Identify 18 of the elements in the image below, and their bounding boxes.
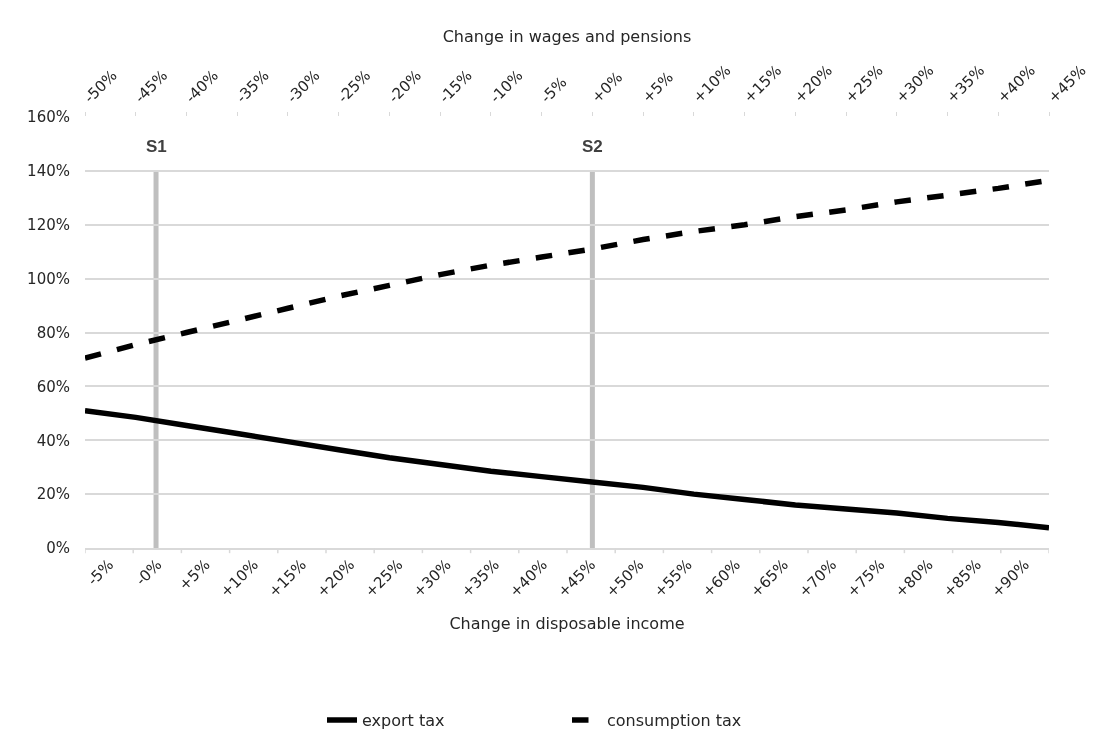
y-tick-label: 100% (27, 269, 70, 288)
y-tick-label: 160% (27, 108, 70, 127)
x2-tick-label: -0% (132, 555, 166, 590)
y-tick-label: 40% (36, 431, 70, 450)
y-tick-label: 120% (27, 216, 70, 234)
legend-label: export tax (362, 711, 445, 731)
x-tick-label: -5% (537, 73, 571, 107)
x2-axis-title: Change in disposable income (449, 614, 685, 634)
x-axis-title: Change in wages and pensions (442, 27, 692, 47)
x2-tick-label: -5% (83, 555, 118, 590)
legend-label: consumption tax (607, 711, 742, 731)
ref-line-label: S1 (146, 137, 167, 156)
ref-line-label: S2 (582, 137, 603, 156)
y-tick-label: 0% (46, 539, 70, 558)
y-tick-label: 140% (27, 162, 70, 181)
y-tick-label: 60% (36, 377, 70, 396)
y-tick-label: 20% (36, 485, 70, 504)
y-tick-label: 80% (36, 323, 70, 342)
